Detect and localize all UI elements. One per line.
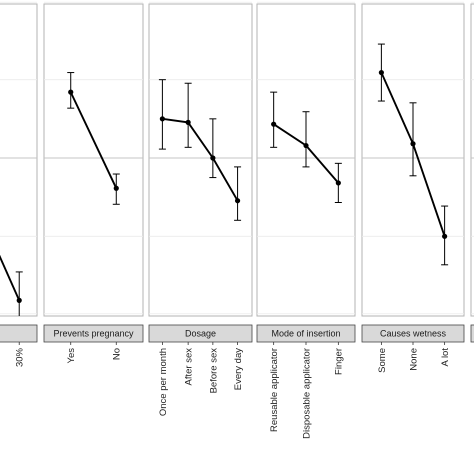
data-point xyxy=(113,185,119,191)
panel-3-data xyxy=(158,79,242,221)
series-line xyxy=(69,91,118,189)
x-tick-label: After sex xyxy=(184,348,195,386)
panel-background xyxy=(0,3,38,317)
x-tick-label: Every day xyxy=(233,348,244,390)
x-tick-label: Yes xyxy=(66,348,77,364)
error-bar xyxy=(302,111,310,168)
panel-strip xyxy=(43,324,144,343)
panel-4-data xyxy=(270,91,342,203)
panel-background xyxy=(470,3,474,317)
panel-2-data xyxy=(67,72,120,205)
data-point xyxy=(303,142,309,149)
error-bar xyxy=(409,102,417,177)
x-tick-label: 30% xyxy=(15,347,26,367)
panel-strip xyxy=(0,324,38,343)
panel-1-data xyxy=(0,254,23,316)
data-point xyxy=(68,89,74,95)
data-point xyxy=(410,141,416,147)
x-tick-label: None xyxy=(408,348,419,371)
panel-5-data xyxy=(377,43,449,266)
x-tick-label: A lot xyxy=(440,348,451,367)
data-point xyxy=(442,233,448,239)
x-tick-label: Disposable applicator xyxy=(301,348,312,439)
panel-strip-label: Dosage xyxy=(185,329,216,339)
panel-strip-label: Prevents pregnancy xyxy=(53,329,134,339)
x-tick-label: Reusable applicator xyxy=(269,348,280,432)
panel-2 xyxy=(43,1,144,343)
panel-6 xyxy=(470,1,474,343)
panel-strip-label: Mode of insertion xyxy=(271,329,340,339)
series-line xyxy=(0,254,21,301)
error-bar xyxy=(158,79,166,150)
panel-4 xyxy=(256,1,356,343)
x-tick-label: Some xyxy=(377,348,388,373)
series-line xyxy=(162,117,239,202)
x-tick-label: Finger xyxy=(334,348,345,375)
data-point xyxy=(159,116,165,122)
x-tick-label: Before sex xyxy=(208,348,219,394)
data-point xyxy=(210,155,216,161)
data-point xyxy=(185,119,191,125)
data-point xyxy=(271,121,277,127)
data-point xyxy=(378,69,384,76)
panel-strip-label: Causes wetness xyxy=(380,329,447,339)
panel-3 xyxy=(148,1,253,343)
panel-background xyxy=(43,3,144,317)
error-bar xyxy=(234,166,242,221)
data-point xyxy=(335,180,341,186)
error-bar xyxy=(209,118,217,179)
data-point xyxy=(234,198,241,204)
panel-background xyxy=(148,3,253,317)
panel-strip xyxy=(470,324,474,343)
x-tick-label: Once per month xyxy=(158,348,169,416)
panel-strip xyxy=(148,324,253,343)
error-bar xyxy=(184,82,192,148)
x-tick-label: No xyxy=(112,348,123,360)
data-point xyxy=(16,297,22,303)
panel-1 xyxy=(0,1,38,343)
error-bar xyxy=(270,91,278,148)
